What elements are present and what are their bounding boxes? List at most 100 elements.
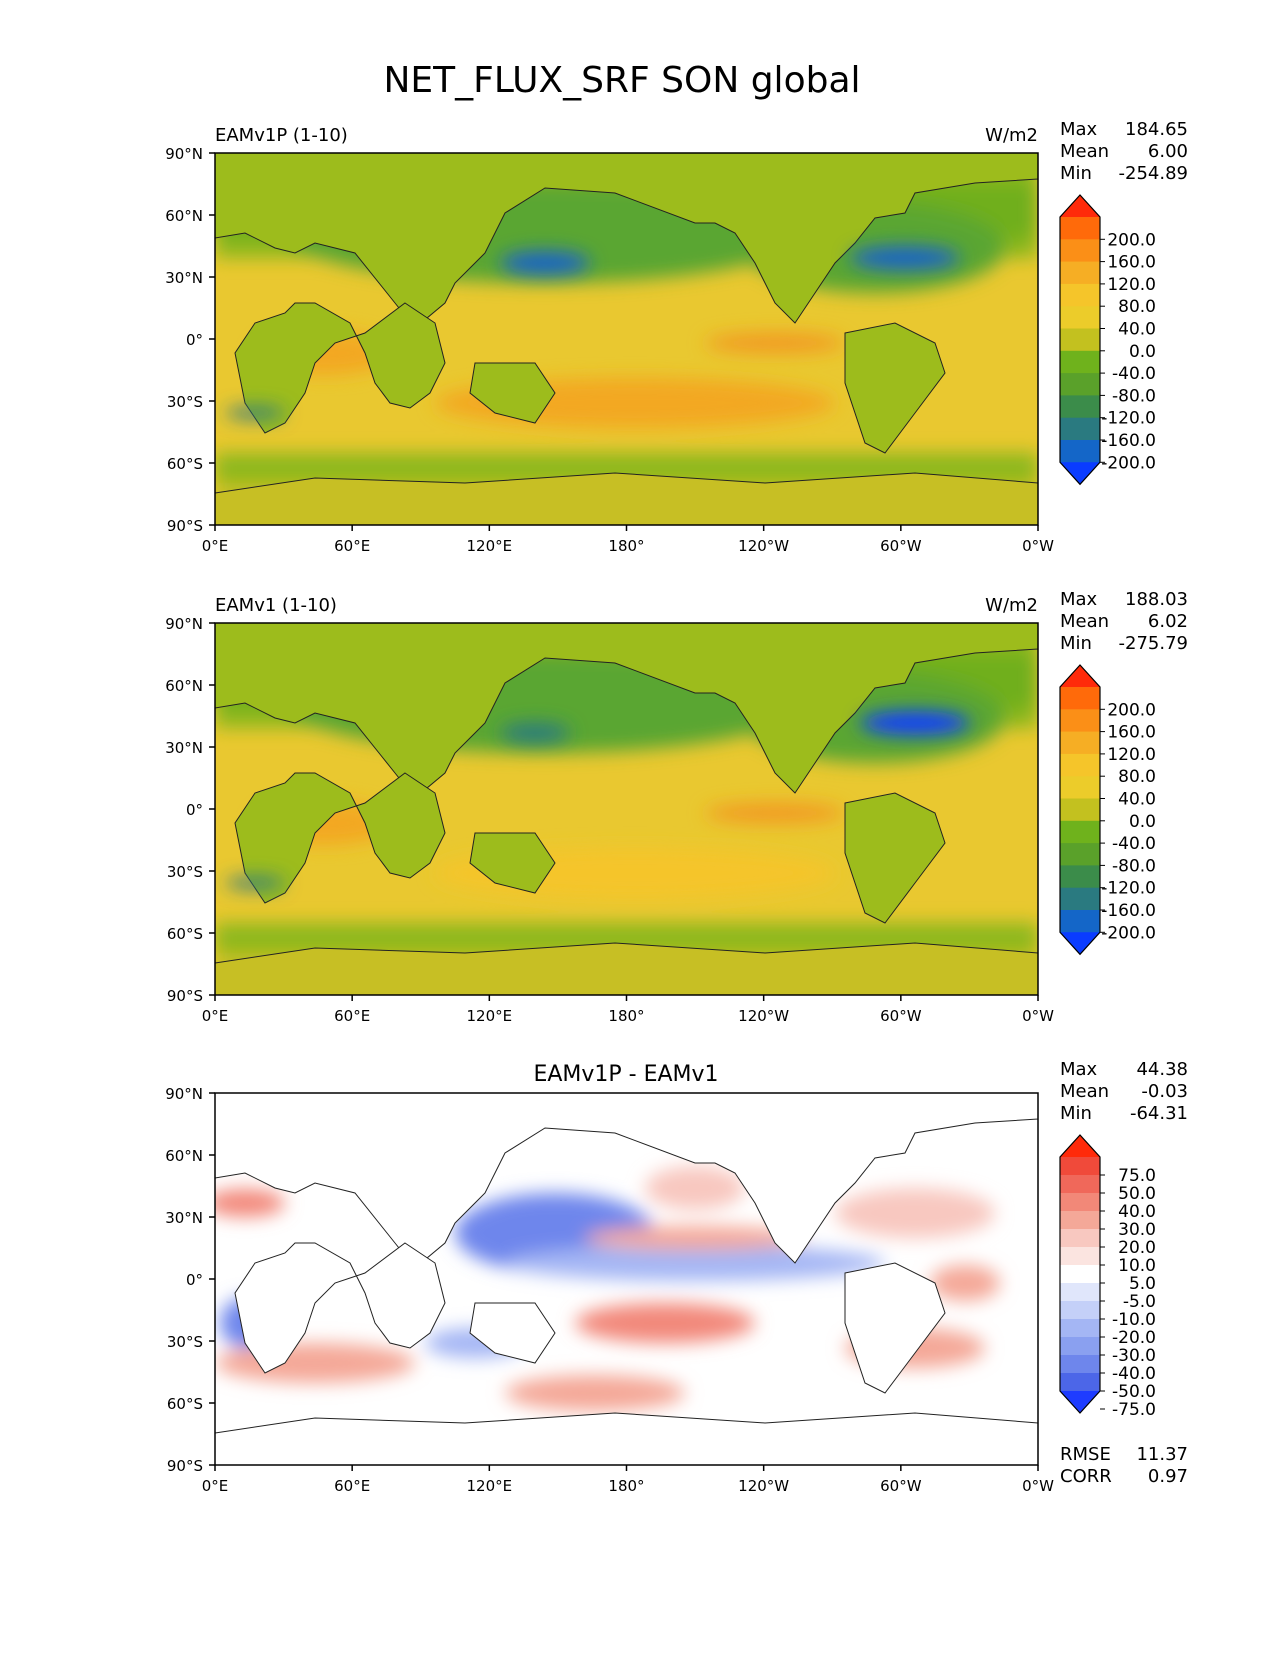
colorbar-swatch	[1060, 776, 1100, 799]
map-2	[215, 623, 1038, 995]
colorbar-tick-label: 75.0	[1118, 1166, 1156, 1186]
lat-tick-label: 90°S	[167, 517, 203, 535]
colorbar-tick-label: 0.0	[1129, 812, 1156, 832]
colorbar-tick-label: 0.0	[1129, 342, 1156, 362]
colorbar-extend-top	[1060, 665, 1100, 687]
lon-tick-label: 120°W	[738, 537, 789, 555]
lon-tick-label: 60°W	[880, 1007, 922, 1025]
lat-tick-label: 60°S	[167, 925, 203, 943]
colorbar-swatch	[1060, 373, 1100, 396]
colorbar-swatch	[1060, 865, 1100, 889]
lat-tick-label: 60°N	[165, 207, 203, 225]
panel-2: EAMv1 (1-10) W/m2	[165, 595, 1054, 1025]
colorbar-swatch	[1060, 1319, 1100, 1338]
lat-tick-label: 60°S	[167, 1395, 203, 1413]
lat-tick-label: 90°S	[167, 987, 203, 1005]
stat-label: Max	[1060, 589, 1098, 610]
colorbar-swatch	[1060, 1283, 1100, 1302]
colorbar-swatch	[1060, 239, 1100, 263]
rmse-label: RMSE	[1060, 1444, 1111, 1465]
panel-1-right-title: W/m2	[985, 125, 1038, 146]
colorbar-tick-label: -80.0	[1112, 386, 1156, 406]
stat-label: Mean	[1060, 1081, 1109, 1102]
colorbar-extend-top	[1060, 1135, 1100, 1157]
lon-tick-label: 0°W	[1022, 537, 1054, 555]
colorbar-swatch	[1060, 731, 1100, 755]
lon-tick-label: 0°E	[202, 1007, 229, 1025]
stat-value: -254.89	[1119, 163, 1188, 184]
colorbar-swatch	[1060, 687, 1100, 710]
stat-label: Max	[1060, 119, 1098, 140]
colorbar-swatch	[1060, 440, 1100, 463]
corr-value: 0.97	[1148, 1466, 1188, 1487]
colorbar-swatch	[1060, 1373, 1100, 1392]
colorbar-tick-label: -120.0	[1101, 879, 1156, 899]
colorbar-swatch	[1060, 350, 1100, 374]
stat-value: -64.31	[1130, 1103, 1188, 1124]
colorbar-swatch	[1060, 261, 1100, 285]
colorbar-tick-label: -160.0	[1101, 901, 1156, 921]
colorbar-tick-label: 10.0	[1118, 1256, 1156, 1276]
colorbar-tick-label: 40.0	[1118, 1202, 1156, 1222]
stat-label: Mean	[1060, 141, 1109, 162]
lat-tick-label: 60°N	[165, 1147, 203, 1165]
lat-tick-label: 30°S	[167, 393, 203, 411]
stats-1: Max 184.65 Mean 6.00 Min -254.89	[1060, 119, 1188, 184]
colorbar-tick-label: -200.0	[1101, 453, 1156, 473]
lat-tick-label: 0°	[186, 801, 203, 819]
lon-tick-label: 120°E	[467, 1007, 513, 1025]
colorbar-swatch	[1060, 910, 1100, 933]
colorbar-swatch	[1060, 1157, 1100, 1176]
colorbar-swatch	[1060, 1355, 1100, 1374]
colorbar-tick-label: 120.0	[1107, 745, 1156, 765]
colorbar-extend-bottom	[1060, 932, 1100, 955]
colorbar-swatch	[1060, 1193, 1100, 1212]
colorbar-tick-label: 20.0	[1118, 1238, 1156, 1258]
colorbar-tick-label: -80.0	[1112, 856, 1156, 876]
stat-label: Max	[1060, 1059, 1098, 1080]
colorbar-tick-label: 40.0	[1118, 320, 1156, 340]
colorbar-swatch	[1060, 1265, 1100, 1284]
map-2-jets	[225, 711, 970, 889]
lon-tick-label: 60°W	[880, 537, 922, 555]
colorbar-tick-label: 5.0	[1129, 1274, 1156, 1294]
lon-tick-label: 0°E	[202, 537, 229, 555]
colorbar-tick-label: -5.0	[1123, 1292, 1156, 1312]
stats-3: Max 44.38 Mean -0.03 Min -64.31	[1060, 1059, 1188, 1124]
stat-label: Min	[1060, 1103, 1092, 1124]
map-3-axes: 90°N 60°N 30°N 0° 30°S 60°S 90°S 0°E 60°E 120°E 18…	[165, 1085, 1054, 1495]
diff-footer: RMSE 11.37 CORR 0.97	[1060, 1444, 1188, 1487]
colorbar-tick-label: -40.0	[1112, 364, 1156, 384]
lat-tick-label: 30°N	[165, 269, 203, 287]
lon-tick-label: 120°W	[738, 1007, 789, 1025]
colorbar-swatch	[1060, 1211, 1100, 1230]
lon-tick-label: 60°W	[880, 1477, 922, 1495]
panel-3: EAMv1P - EAMv1	[165, 1062, 1054, 1495]
colorbar-swatch	[1060, 395, 1100, 419]
lat-tick-label: 90°N	[165, 1085, 203, 1103]
lat-tick-label: 30°S	[167, 1333, 203, 1351]
colorbar-tick-label: 80.0	[1118, 297, 1156, 317]
colorbar-tick-label: 200.0	[1107, 230, 1156, 250]
colorbar-tick-label: 200.0	[1107, 700, 1156, 720]
lon-tick-label: 0°W	[1022, 1477, 1054, 1495]
lat-tick-label: 30°S	[167, 863, 203, 881]
stat-value: 6.00	[1148, 141, 1188, 162]
colorbar-tick-label: -160.0	[1101, 431, 1156, 451]
lat-tick-label: 0°	[186, 1271, 203, 1289]
panel-1: EAMv1P (1-10) W/m2	[165, 125, 1054, 555]
lon-tick-label: 120°E	[467, 1477, 513, 1495]
lat-tick-label: 90°N	[165, 615, 203, 633]
panel-2-right-title: W/m2	[985, 595, 1038, 616]
rmse-value: 11.37	[1136, 1444, 1188, 1465]
colorbar-tick-label: -40.0	[1112, 834, 1156, 854]
colorbar-swatch	[1060, 798, 1100, 822]
colorbar-swatch	[1060, 328, 1100, 352]
lon-tick-label: 60°E	[334, 1477, 370, 1495]
panel-2-left-title: EAMv1 (1-10)	[215, 595, 337, 616]
stat-label: Min	[1060, 633, 1092, 654]
colorbar-swatch	[1060, 887, 1100, 911]
colorbar-extend-bottom	[1060, 1391, 1100, 1413]
colorbar-tick-label: -30.0	[1112, 1346, 1156, 1366]
stat-label: Min	[1060, 163, 1092, 184]
